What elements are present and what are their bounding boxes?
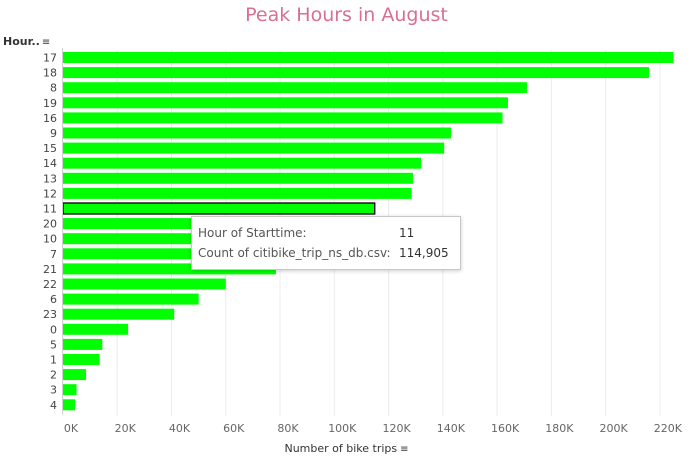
- bar[interactable]: [63, 278, 226, 290]
- sort-icon[interactable]: ≡: [41, 37, 51, 48]
- bar[interactable]: [63, 112, 503, 124]
- y-tick-label: 0: [50, 323, 57, 336]
- x-tick-label: 160K: [491, 422, 520, 435]
- y-tick-label: 12: [43, 187, 57, 200]
- y-tick-label: 8: [50, 82, 57, 95]
- x-tick-label: 20K: [115, 422, 137, 435]
- bar[interactable]: [63, 338, 103, 350]
- x-tick-label: 180K: [545, 422, 574, 435]
- bar[interactable]: [63, 233, 194, 245]
- bar[interactable]: [63, 97, 508, 109]
- x-axis-label: Number of bike trips: [284, 442, 398, 455]
- y-tick-label: 18: [43, 67, 57, 80]
- y-tick-label: 20: [43, 218, 57, 231]
- y-tick-label: 5: [50, 338, 57, 351]
- tooltip-label-hour: Hour of Starttime:: [198, 226, 307, 240]
- tooltip-label-count: Count of citibike_trip_ns_db.csv:: [198, 246, 391, 260]
- x-tick-label: 40K: [169, 422, 191, 435]
- y-tick-label: 22: [43, 278, 57, 291]
- bar[interactable]: [63, 218, 194, 230]
- bar[interactable]: [63, 399, 76, 411]
- tooltip: Hour of Starttime: 11 Count of citibike_…: [191, 216, 461, 270]
- bar[interactable]: [63, 67, 650, 79]
- y-tick-label: 23: [43, 308, 57, 321]
- sort-icon[interactable]: ≡: [400, 444, 409, 455]
- bar[interactable]: [63, 354, 100, 365]
- bar[interactable]: [63, 263, 276, 275]
- x-tick-label: 220K: [654, 422, 683, 435]
- x-tick-label: 100K: [328, 422, 357, 435]
- bar[interactable]: [63, 127, 451, 139]
- tooltip-value-count: 114,905: [399, 246, 449, 260]
- x-tick-label: 200K: [599, 422, 628, 435]
- bar[interactable]: [63, 248, 194, 260]
- y-tick-label: 6: [50, 293, 57, 306]
- y-tick-label: 7: [50, 248, 57, 261]
- tooltip-value-hour: 11: [399, 226, 415, 240]
- x-tick-label: 80K: [277, 422, 299, 435]
- y-tick-label: 1: [50, 354, 57, 367]
- y-tick-label: 10: [43, 233, 57, 246]
- bar[interactable]: [63, 157, 422, 169]
- y-tick-label: 2: [50, 369, 57, 382]
- bar[interactable]: [62, 202, 376, 215]
- bar[interactable]: [63, 82, 527, 94]
- y-tick-label: 15: [43, 142, 57, 155]
- bar[interactable]: [63, 369, 87, 381]
- bar[interactable]: [63, 293, 199, 305]
- y-tick-label: 9: [50, 127, 57, 140]
- bar[interactable]: [63, 52, 674, 63]
- x-tick-label: 120K: [382, 422, 411, 435]
- y-tick-label: 21: [43, 263, 57, 276]
- bar[interactable]: [63, 384, 77, 396]
- bar[interactable]: [63, 308, 175, 320]
- bar[interactable]: [63, 187, 412, 199]
- y-tick-label: 4: [50, 399, 57, 412]
- y-tick-label: 14: [43, 157, 57, 170]
- y-tick-label: 13: [43, 172, 57, 185]
- row-header[interactable]: Hour.. ≡: [3, 35, 50, 48]
- x-tick-label: 0K: [64, 422, 79, 435]
- y-tick-label: 16: [43, 112, 57, 125]
- y-tick-label: 19: [43, 97, 57, 110]
- bar[interactable]: [63, 172, 413, 184]
- x-tick-label: 140K: [437, 422, 466, 435]
- bar[interactable]: [63, 323, 129, 335]
- chart-title: Peak Hours in August: [245, 4, 448, 26]
- y-tick-label: 11: [43, 203, 57, 216]
- y-tick-label: 17: [43, 52, 57, 65]
- bar[interactable]: [63, 142, 445, 154]
- row-header-label: Hour..: [3, 35, 40, 48]
- x-axis-title: Number of bike trips ≡: [0, 442, 693, 455]
- x-tick-label: 60K: [223, 422, 245, 435]
- y-tick-label: 3: [50, 384, 57, 397]
